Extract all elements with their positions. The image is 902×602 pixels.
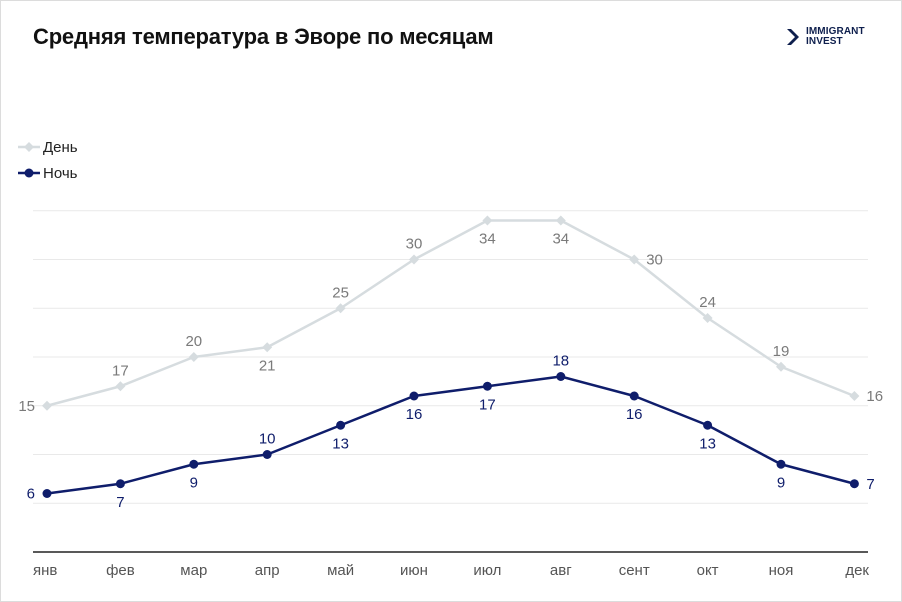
- data-point-night: [262, 450, 272, 459]
- data-point-day: [555, 215, 566, 226]
- data-label-night: 7: [866, 476, 874, 493]
- data-point-day: [482, 215, 493, 226]
- x-tick-label: фев: [106, 562, 135, 579]
- x-tick-label: май: [327, 562, 354, 579]
- x-tick-label: ноя: [769, 562, 794, 579]
- data-point-night: [115, 479, 125, 489]
- legend: День Ночь: [18, 134, 78, 186]
- data-point-day: [188, 352, 199, 362]
- data-point-night: [42, 489, 52, 498]
- data-point-night: [482, 381, 492, 391]
- data-point-day: [262, 342, 273, 353]
- data-point-night: [776, 459, 786, 469]
- data-label-night: 17: [479, 396, 496, 413]
- data-point-day: [409, 254, 419, 265]
- data-label-day: 16: [866, 388, 883, 405]
- data-label-day: 24: [699, 294, 716, 311]
- legend-day-label: День: [43, 138, 78, 156]
- data-point-day: [776, 361, 786, 372]
- data-label-day: 19: [773, 343, 790, 360]
- x-tick-label: сент: [619, 562, 650, 579]
- data-point-night: [849, 479, 859, 489]
- data-point-day: [629, 254, 640, 265]
- data-label-day: 30: [646, 252, 663, 269]
- series-line-day: [46, 219, 855, 407]
- legend-item-night: Ночь: [18, 160, 78, 186]
- data-label-day: 21: [259, 357, 276, 374]
- data-label-night: 9: [777, 474, 785, 491]
- data-point-day: [115, 381, 126, 392]
- data-point-night: [409, 391, 419, 401]
- data-label-day: 17: [112, 362, 129, 379]
- legend-night-marker: [18, 168, 40, 178]
- brand-line1: IMMIGRANT: [806, 26, 865, 37]
- brand-chevron-icon: [787, 29, 799, 45]
- data-label-night: 13: [699, 435, 716, 452]
- x-tick-label: дек: [845, 562, 869, 579]
- data-label-day: 15: [18, 398, 35, 415]
- data-point-night: [556, 372, 566, 381]
- brand-logo: IMMIGRANT INVEST: [786, 27, 865, 47]
- data-label-day: 30: [406, 236, 423, 253]
- x-tick-label: мар: [180, 562, 207, 579]
- x-tick-label: янв: [33, 562, 57, 579]
- data-label-night: 10: [259, 431, 276, 448]
- data-label-night: 6: [27, 486, 35, 503]
- brand-line2: INVEST: [806, 36, 843, 47]
- x-tick-label: июл: [473, 562, 501, 579]
- series-line-night: [46, 375, 855, 495]
- data-point-night: [629, 391, 639, 401]
- data-label-night: 16: [626, 406, 643, 423]
- data-label-night: 7: [116, 494, 124, 511]
- data-point-day: [42, 400, 52, 411]
- data-point-day: [702, 313, 713, 323]
- x-tick-label: авг: [550, 562, 572, 579]
- x-tick-label: апр: [255, 562, 280, 579]
- data-point-day: [849, 391, 860, 401]
- data-point-night: [189, 459, 199, 469]
- legend-item-day: День: [18, 134, 78, 160]
- data-label-day: 20: [185, 333, 202, 350]
- x-tick-label: июн: [400, 562, 428, 579]
- data-label-night: 9: [190, 474, 198, 491]
- x-tick-label: окт: [697, 562, 719, 579]
- legend-day-marker: [18, 142, 40, 152]
- data-label-night: 16: [406, 406, 423, 423]
- data-label-day: 34: [479, 231, 496, 248]
- data-point-night: [336, 420, 346, 430]
- data-point-day: [335, 303, 346, 314]
- chart-title: Средняя температура в Эворе по месяцам: [33, 24, 494, 49]
- legend-night-label: Ночь: [43, 164, 78, 182]
- data-label-day: 25: [332, 284, 349, 301]
- data-label-day: 34: [552, 231, 569, 248]
- data-label-night: 18: [552, 353, 569, 370]
- data-point-night: [703, 420, 713, 430]
- data-label-night: 13: [332, 435, 349, 452]
